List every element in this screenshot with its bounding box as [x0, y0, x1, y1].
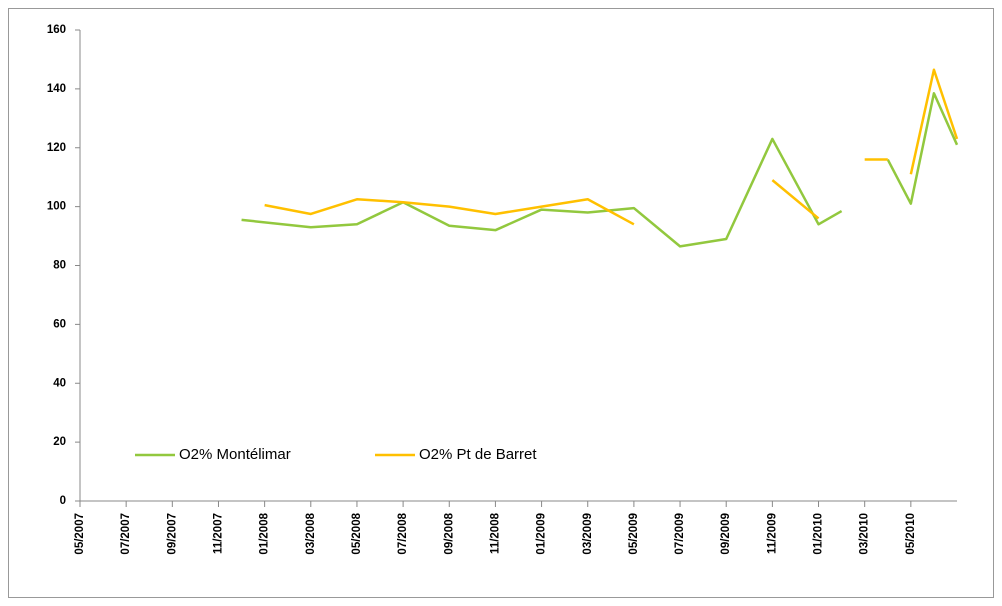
x-tick-label: 03/2008	[305, 512, 317, 554]
series-line	[241, 137, 843, 248]
y-tick-label: 160	[47, 24, 66, 36]
x-tick-label: 11/2009	[766, 513, 778, 554]
x-tick-label: 07/2009	[674, 513, 686, 555]
y-tick-label: 40	[53, 377, 66, 389]
x-tick-label: 05/2009	[628, 513, 640, 555]
x-tick-label: 09/2007	[166, 513, 178, 555]
x-tick-label: 01/2010	[813, 513, 825, 555]
x-tick-label: 05/2007	[74, 513, 86, 555]
y-tick-label: 0	[60, 495, 66, 507]
series-line	[886, 92, 959, 205]
x-tick-label: 09/2008	[443, 512, 455, 554]
legend-label: O2% Montélimar	[179, 446, 291, 463]
y-tick-label: 60	[53, 318, 66, 330]
x-tick-label: 05/2008	[351, 512, 363, 554]
series-line	[909, 68, 959, 175]
x-tick-label: 11/2007	[213, 513, 225, 554]
x-tick-label: 07/2008	[397, 512, 409, 554]
x-tick-label: 07/2007	[120, 513, 132, 555]
y-tick-label: 100	[47, 201, 66, 213]
legend-label: O2% Pt de Barret	[419, 446, 537, 463]
x-tick-label: 01/2009	[536, 513, 548, 555]
x-tick-label: 05/2010	[905, 513, 917, 555]
series-line	[264, 198, 635, 226]
y-tick-label: 20	[53, 436, 66, 448]
y-tick-label: 140	[47, 83, 66, 95]
series-line	[771, 179, 820, 220]
x-tick-label: 11/2008	[489, 512, 501, 554]
x-tick-label: 01/2008	[259, 512, 271, 554]
x-tick-label: 09/2009	[720, 513, 732, 555]
y-tick-label: 80	[53, 260, 66, 272]
x-tick-label: 03/2009	[582, 513, 594, 555]
y-tick-label: 120	[47, 142, 66, 154]
chart-border	[8, 8, 994, 598]
x-tick-label: 03/2010	[859, 513, 871, 555]
